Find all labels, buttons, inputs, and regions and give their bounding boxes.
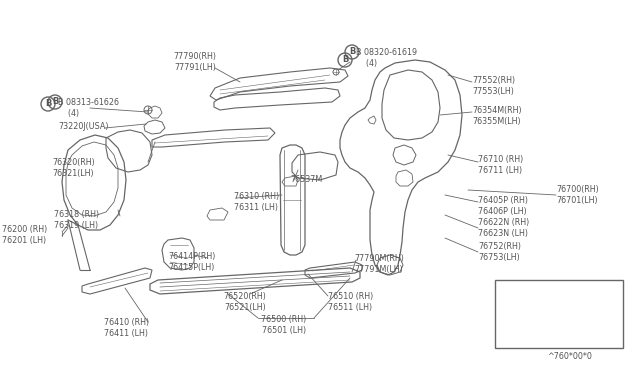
Text: 76310 (RH)
76311 (LH): 76310 (RH) 76311 (LH) [234,192,279,212]
Text: 76414P(RH)
76415P(LH): 76414P(RH) 76415P(LH) [168,252,216,272]
Text: 76318 (RH)
76319 (LH): 76318 (RH) 76319 (LH) [54,210,99,230]
Text: 76537M: 76537M [290,175,323,184]
Text: 76752(RH)
76753(LH): 76752(RH) 76753(LH) [478,242,521,262]
Text: B: B [342,55,348,64]
Text: 76405P (RH)
76406P (LH): 76405P (RH) 76406P (LH) [478,196,528,216]
Text: B 08313-61626
    (4): B 08313-61626 (4) [58,98,119,118]
Text: 73220J(USA): 73220J(USA) [58,122,109,131]
Text: 77790(RH)
77791(LH): 77790(RH) 77791(LH) [173,52,216,72]
Text: 77552(RH)
77553(LH): 77552(RH) 77553(LH) [472,76,515,96]
Text: 77790M(RH)
77791M(LH): 77790M(RH) 77791M(LH) [354,254,404,274]
Text: B: B [52,97,58,106]
Text: 76510 (RH)
76511 (LH): 76510 (RH) 76511 (LH) [328,292,373,312]
Text: 76622N (RH)
76623N (LH): 76622N (RH) 76623N (LH) [478,218,529,238]
Text: B: B [45,99,51,109]
Text: 76410 (RH)
76411 (LH): 76410 (RH) 76411 (LH) [104,318,149,338]
Text: 76354M(RH)
76355M(LH): 76354M(RH) 76355M(LH) [472,106,522,126]
Text: 76520(RH)
76521(LH): 76520(RH) 76521(LH) [223,292,266,312]
Text: 76710 (RH)
76711 (LH): 76710 (RH) 76711 (LH) [478,155,524,175]
Text: B 08320-61619
    (4): B 08320-61619 (4) [356,48,417,68]
Text: 76320(RH)
76321(LH): 76320(RH) 76321(LH) [52,158,95,178]
Text: 76200 (RH)
76201 (LH): 76200 (RH) 76201 (LH) [2,225,47,245]
Text: 76680M(RH): 76680M(RH) [515,318,564,327]
Bar [495,280,623,348]
Text: 76700(RH)
76701(LH): 76700(RH) 76701(LH) [556,185,599,205]
Text: 76500 (RH)
76501 (LH): 76500 (RH) 76501 (LH) [261,315,307,335]
Text: ^760*00*0: ^760*00*0 [548,352,593,361]
Text: B: B [349,48,355,57]
